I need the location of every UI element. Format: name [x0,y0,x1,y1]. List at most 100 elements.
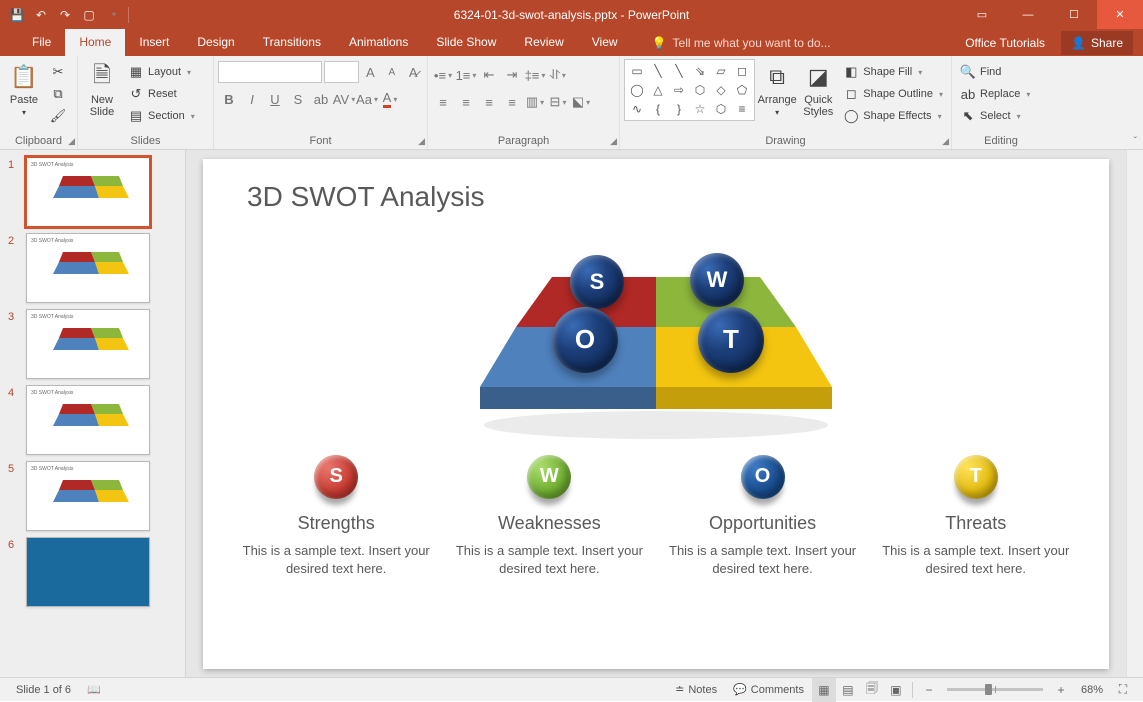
save-icon[interactable]: 💾 [6,4,28,26]
shadow-button[interactable]: ab [310,88,332,110]
select-button[interactable]: ⬉Select [956,105,1034,127]
clear-formatting-icon[interactable]: A̷ [404,61,423,83]
numbering-button[interactable]: 1≡ [455,64,477,86]
format-painter-button[interactable]: 🖌 [46,105,70,127]
increase-indent-button[interactable]: ⇥ [501,64,523,86]
tab-design[interactable]: Design [183,29,248,56]
slideshow-view-icon[interactable]: ▣ [884,678,908,702]
tab-insert[interactable]: Insert [125,29,183,56]
swot-platform: S W O T [476,267,836,437]
thumbnail-3[interactable]: 33D SWOT Analysis [0,306,185,382]
share-button[interactable]: 👤 Share [1061,31,1133,55]
title-bar: 💾 ↶ ↷ ▢ 6324-01-3d-swot-analysis.pptx - … [0,0,1143,29]
zoom-slider[interactable] [947,688,1043,691]
tell-me-search[interactable]: 💡 Tell me what you want to do... [642,30,841,56]
tab-slideshow[interactable]: Slide Show [422,29,510,56]
thumbnail-6[interactable]: 6 [0,534,185,610]
new-slide-button[interactable]: 🗎 New Slide [82,59,122,120]
reading-view-icon[interactable]: 🗐 [860,678,884,702]
copy-button[interactable]: ⧉ [46,83,70,105]
columns-button[interactable]: ▥ [524,91,546,113]
minimize-button[interactable]: — [1005,0,1051,29]
layout-button[interactable]: ▦Layout [124,61,199,83]
find-button[interactable]: 🔍Find [956,61,1034,83]
ball-o: O [552,307,618,373]
underline-button[interactable]: U [264,88,286,110]
arrange-button[interactable]: ⧉ Arrange▾ [757,59,797,121]
vertical-scrollbar[interactable] [1126,150,1143,677]
change-case-button[interactable]: Aa [356,88,378,110]
zoom-out-button[interactable]: − [917,678,941,702]
tab-transitions[interactable]: Transitions [249,29,335,56]
justify-button[interactable]: ≡ [501,91,523,113]
slide[interactable]: 3D SWOT Analysis S W O T [203,159,1109,669]
undo-icon[interactable]: ↶ [30,4,52,26]
spell-check-icon[interactable]: 📖 [79,678,109,702]
find-icon: 🔍 [960,64,976,80]
tab-home[interactable]: Home [65,29,125,56]
paste-button[interactable]: 📋 Paste▾ [4,59,44,121]
collapse-ribbon-icon[interactable]: ˇ [1134,136,1137,147]
redo-icon[interactable]: ↷ [54,4,76,26]
close-button[interactable]: ✕ [1097,0,1143,29]
bold-button[interactable]: B [218,88,240,110]
tab-animations[interactable]: Animations [335,29,422,56]
normal-view-icon[interactable]: ▦ [812,678,836,702]
char-spacing-button[interactable]: AV [333,88,355,110]
line-spacing-button[interactable]: ‡≡ [524,64,546,86]
font-size-combo[interactable] [324,61,359,83]
align-left-button[interactable]: ≡ [432,91,454,113]
fit-to-window-icon[interactable]: ⛶ [1111,678,1135,702]
qat-customize-icon[interactable] [102,4,124,26]
col-ball-t: T [954,455,998,499]
cut-button[interactable]: ✂ [46,61,70,83]
clipboard-launcher-icon[interactable]: ◢ [68,136,75,147]
tab-review[interactable]: Review [510,29,577,56]
thumbnail-4[interactable]: 43D SWOT Analysis [0,382,185,458]
notes-button[interactable]: ≐ Notes [667,678,725,702]
shape-effects-button[interactable]: ◯Shape Effects [839,105,947,127]
comments-button[interactable]: 💬 Comments [725,678,812,702]
reset-button[interactable]: ↺Reset [124,83,199,105]
lightbulb-icon: 💡 [652,36,667,50]
align-center-button[interactable]: ≡ [455,91,477,113]
swot-col-threats: TThreatsThis is a sample text. Insert yo… [876,455,1076,578]
font-launcher-icon[interactable]: ◢ [418,136,425,147]
increase-font-icon[interactable]: A [361,61,380,83]
thumbnail-2[interactable]: 23D SWOT Analysis [0,230,185,306]
shape-outline-button[interactable]: ◻Shape Outline [839,83,947,105]
ribbon-display-icon[interactable]: ▭ [959,0,1005,29]
shapes-gallery[interactable]: ▭╲╲⇘▱◻ ◯△⇨⬡◇⬠ ∿{}☆⬡≡ [624,59,755,121]
smartart-button[interactable]: ⬕ [570,91,592,113]
drawing-launcher-icon[interactable]: ◢ [942,136,949,147]
shape-fill-button[interactable]: ◧Shape Fill [839,61,947,83]
zoom-level[interactable]: 68% [1073,678,1111,702]
replace-button[interactable]: abReplace [956,83,1034,105]
start-from-beginning-icon[interactable]: ▢ [78,4,100,26]
tab-file[interactable]: File [18,29,65,56]
paste-icon: 📋 [8,61,40,93]
decrease-indent-button[interactable]: ⇤ [478,64,500,86]
align-text-button[interactable]: ⊟ [547,91,569,113]
share-icon: 👤 [1071,36,1086,50]
zoom-in-button[interactable]: + [1049,678,1073,702]
align-right-button[interactable]: ≡ [478,91,500,113]
italic-button[interactable]: I [241,88,263,110]
slide-indicator[interactable]: Slide 1 of 6 [8,678,79,702]
font-color-button[interactable]: A [379,88,401,110]
text-direction-button[interactable]: ⥯ [547,64,569,86]
font-family-combo[interactable] [218,61,322,83]
decrease-font-icon[interactable]: A [382,61,401,83]
strikethrough-button[interactable]: S [287,88,309,110]
slide-sorter-view-icon[interactable]: ▤ [836,678,860,702]
paragraph-launcher-icon[interactable]: ◢ [610,136,617,147]
select-icon: ⬉ [960,108,976,124]
thumbnail-5[interactable]: 53D SWOT Analysis [0,458,185,534]
section-button[interactable]: ▤Section [124,105,199,127]
maximize-button[interactable]: ☐ [1051,0,1097,29]
tab-view[interactable]: View [578,29,632,56]
quick-styles-button[interactable]: ◪ Quick Styles [799,59,837,120]
office-tutorials-link[interactable]: Office Tutorials [961,30,1049,56]
bullets-button[interactable]: •≡ [432,64,454,86]
thumbnail-1[interactable]: 13D SWOT Analysis [0,154,185,230]
